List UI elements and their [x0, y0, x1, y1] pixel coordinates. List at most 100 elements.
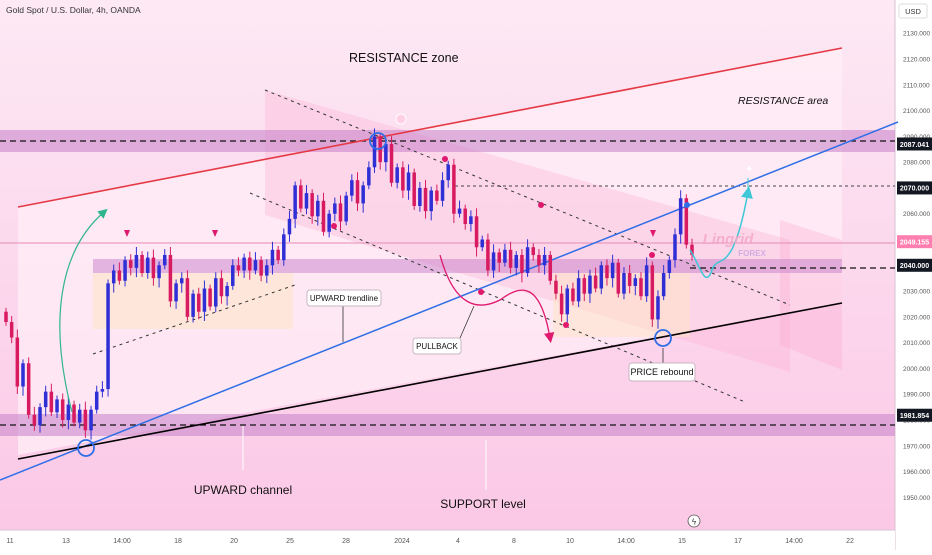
candle-body[interactable] — [610, 262, 615, 279]
candle-body[interactable] — [117, 270, 122, 281]
candle-body[interactable] — [690, 244, 694, 255]
candle-body[interactable] — [452, 164, 456, 214]
candle-body[interactable] — [157, 265, 161, 279]
candle-body[interactable] — [469, 216, 473, 225]
candle-body[interactable] — [684, 198, 689, 245]
candle-body[interactable] — [236, 265, 241, 271]
candle-body[interactable] — [525, 247, 530, 274]
support-trendline[interactable] — [17, 302, 843, 460]
candle-body[interactable] — [656, 296, 660, 320]
candle-body[interactable] — [384, 144, 388, 163]
candle-body[interactable] — [191, 293, 195, 317]
candle-body[interactable] — [576, 278, 581, 302]
candle-body[interactable] — [310, 193, 314, 217]
candle-body[interactable] — [60, 399, 65, 421]
symbol-title[interactable]: Gold Spot / U.S. Dollar, 4h, OANDA — [6, 5, 141, 15]
candle-body[interactable] — [559, 293, 564, 315]
candle-body[interactable] — [83, 409, 88, 431]
candle-body[interactable] — [605, 265, 609, 279]
candle-body[interactable] — [15, 337, 20, 387]
candle-body[interactable] — [293, 185, 297, 219]
candle-body[interactable] — [678, 198, 683, 235]
candle-body[interactable] — [321, 200, 326, 232]
candle-body[interactable] — [435, 190, 439, 201]
candle-body[interactable] — [179, 278, 184, 284]
candle-body[interactable] — [650, 265, 655, 320]
candle-body[interactable] — [497, 252, 501, 263]
candle-body[interactable] — [633, 278, 638, 286]
candle-body[interactable] — [537, 254, 541, 266]
candle-body[interactable] — [214, 278, 218, 307]
candle-body[interactable] — [197, 293, 201, 312]
candle-body[interactable] — [4, 311, 8, 323]
candle-body[interactable] — [350, 180, 354, 196]
candle-body[interactable] — [134, 254, 139, 268]
candle-body[interactable] — [219, 278, 224, 297]
candle-body[interactable] — [316, 200, 320, 217]
candle-body[interactable] — [26, 363, 31, 415]
candle-body[interactable] — [338, 203, 343, 222]
candle-body[interactable] — [440, 180, 445, 201]
candle-body[interactable] — [202, 288, 207, 312]
candle-body[interactable] — [49, 391, 54, 413]
candle-body[interactable] — [372, 136, 377, 168]
candle-body[interactable] — [253, 260, 258, 271]
candle-body[interactable] — [554, 280, 558, 294]
candle-body[interactable] — [418, 187, 422, 206]
candle-body[interactable] — [55, 399, 59, 413]
candle-body[interactable] — [304, 193, 309, 209]
candle-body[interactable] — [423, 187, 428, 212]
candle-body[interactable] — [265, 265, 269, 276]
candle-body[interactable] — [571, 288, 575, 302]
candle-body[interactable] — [355, 180, 360, 204]
candle-body[interactable] — [225, 285, 229, 297]
candle-body[interactable] — [168, 254, 173, 302]
candle-body[interactable] — [128, 260, 133, 268]
candle-body[interactable] — [162, 254, 167, 266]
candle-body[interactable] — [140, 254, 144, 274]
event-icon[interactable] — [395, 113, 407, 125]
candle-body[interactable] — [542, 254, 547, 266]
candle-body[interactable] — [548, 254, 553, 281]
candle-body[interactable] — [429, 190, 433, 212]
candle-body[interactable] — [174, 283, 178, 302]
candle-body[interactable] — [627, 273, 632, 286]
candle-body[interactable] — [259, 260, 263, 276]
candle-body[interactable] — [582, 278, 587, 294]
candle-body[interactable] — [344, 195, 348, 222]
candle-body[interactable] — [327, 213, 331, 232]
candle-body[interactable] — [270, 249, 275, 266]
candle-body[interactable] — [565, 288, 570, 315]
candle-body[interactable] — [77, 409, 82, 423]
candle-body[interactable] — [94, 391, 99, 410]
candle-body[interactable] — [38, 407, 42, 426]
candle-body[interactable] — [43, 391, 48, 408]
candle-body[interactable] — [588, 275, 592, 294]
candle-body[interactable] — [282, 234, 286, 261]
candle-body[interactable] — [106, 283, 110, 390]
candle-body[interactable] — [287, 218, 292, 235]
currency-badge[interactable] — [898, 3, 928, 19]
candle-body[interactable] — [514, 254, 519, 268]
candle-body[interactable] — [333, 203, 337, 214]
candle-body[interactable] — [231, 265, 235, 286]
candle-body[interactable] — [457, 208, 462, 214]
candle-body[interactable] — [185, 278, 190, 317]
candle-body[interactable] — [276, 249, 280, 261]
candle-body[interactable] — [412, 172, 416, 206]
candle-body[interactable] — [593, 275, 598, 289]
events-icon[interactable] — [687, 514, 701, 528]
candle-body[interactable] — [32, 414, 37, 426]
candle-body[interactable] — [248, 257, 252, 271]
candle-body[interactable] — [401, 167, 405, 191]
candle-body[interactable] — [145, 257, 150, 274]
resistance-trendline[interactable] — [17, 47, 843, 208]
candle-body[interactable] — [661, 273, 666, 297]
candle-body[interactable] — [644, 265, 649, 297]
candle-body[interactable] — [508, 249, 513, 268]
candle-body[interactable] — [639, 278, 643, 297]
candle-body[interactable] — [151, 257, 156, 279]
candle-body[interactable] — [480, 239, 484, 248]
candle-body[interactable] — [89, 409, 93, 431]
